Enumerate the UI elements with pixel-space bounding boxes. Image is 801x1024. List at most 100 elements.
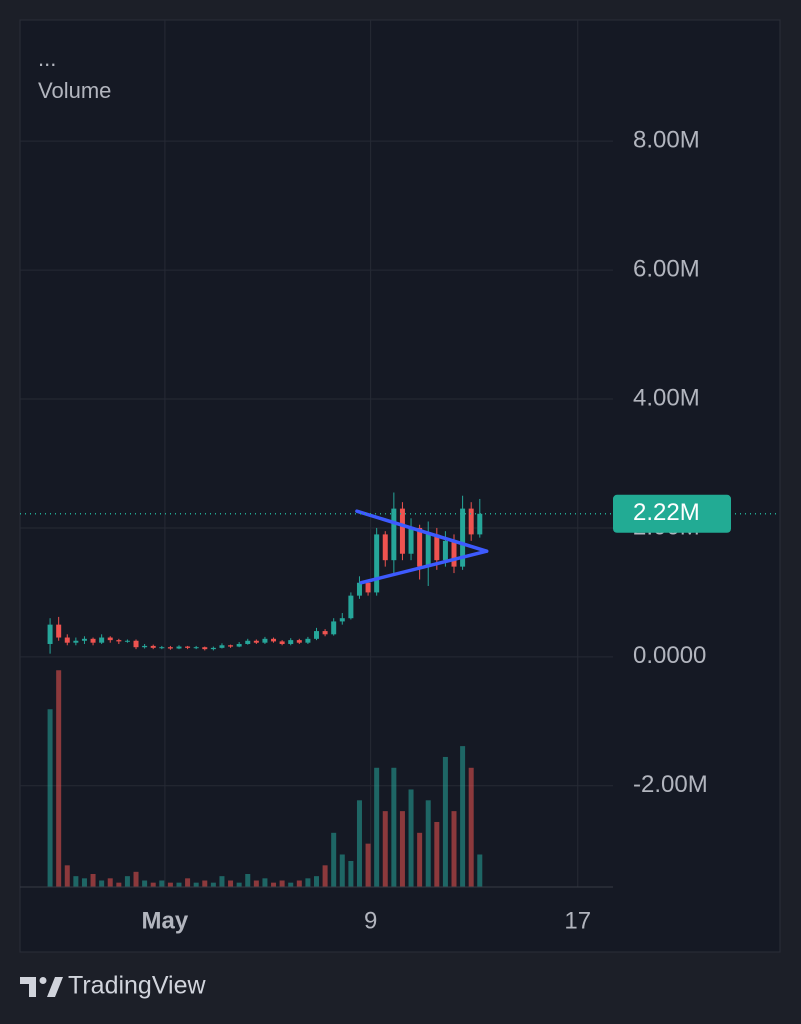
price-label: 2.22M <box>633 499 700 526</box>
volume-bar <box>236 882 242 887</box>
candle-body <box>296 640 302 643</box>
volume-bar <box>228 880 234 887</box>
y-tick-label: -2.00M <box>633 771 708 798</box>
candle-body <box>391 508 397 561</box>
volume-bar <box>90 873 96 887</box>
candle-body <box>477 513 483 535</box>
candle-body <box>451 540 457 567</box>
candle-body <box>90 638 96 643</box>
candle-body <box>417 527 423 567</box>
volume-bar <box>339 854 345 887</box>
volume-bar <box>193 882 199 887</box>
candle-body <box>374 534 380 593</box>
volume-bar <box>219 876 225 887</box>
chart-panel <box>19 19 781 953</box>
volume-bar <box>279 880 285 887</box>
candle-body <box>408 527 414 554</box>
candle-body <box>245 640 251 644</box>
candle-body <box>262 638 268 643</box>
candle-body <box>271 638 277 642</box>
volume-bar <box>417 832 423 887</box>
candle-body <box>219 645 225 648</box>
volume-bar <box>81 878 87 887</box>
volume-bar <box>442 756 448 887</box>
candle-body <box>150 645 156 648</box>
candle-body <box>167 647 173 649</box>
volume-bar <box>202 880 208 887</box>
volume-bar <box>116 882 122 887</box>
volume-bar <box>73 876 79 887</box>
volume-layer <box>47 670 483 887</box>
volume-bar <box>356 800 362 887</box>
candle-body <box>228 645 234 647</box>
volume-bar <box>365 843 371 887</box>
volume-bar <box>296 880 302 887</box>
candle-body <box>47 624 53 644</box>
brand-name: TradingView <box>68 972 207 1000</box>
volume-bar <box>451 811 457 887</box>
brand-logo <box>20 977 63 997</box>
volume-bar <box>210 882 216 887</box>
candle-body <box>288 640 294 644</box>
candle-body <box>382 534 388 561</box>
volume-bar <box>245 873 251 887</box>
candle-body <box>356 582 362 596</box>
x-tick-label: 17 <box>564 907 591 934</box>
volume-bar <box>99 880 105 887</box>
candle-body <box>81 638 87 641</box>
candle-body <box>133 640 139 648</box>
candle-body <box>365 582 371 593</box>
candle-body <box>305 638 311 643</box>
candle-body <box>142 645 148 648</box>
y-tick-label: 4.00M <box>633 384 700 411</box>
y-tick-label: 6.00M <box>633 255 700 282</box>
volume-bar <box>460 746 466 887</box>
candle-body <box>468 508 474 535</box>
volume-bar <box>434 821 440 887</box>
volume-bar <box>391 767 397 887</box>
volume-bar <box>314 876 319 887</box>
volume-bar <box>176 882 182 887</box>
candle-body <box>348 595 354 619</box>
candle-body <box>425 534 431 567</box>
volume-bar <box>253 880 259 887</box>
candle-body <box>339 618 345 622</box>
candle-body <box>116 640 122 642</box>
candle-body <box>253 640 259 643</box>
volume-bar <box>47 709 53 887</box>
volume-bar <box>322 865 328 887</box>
x-tick-label: 9 <box>364 907 377 934</box>
overlay-layer <box>20 509 780 585</box>
candle-body <box>279 641 285 644</box>
volume-bar <box>408 789 414 887</box>
candle-body <box>176 646 182 649</box>
volume-bar <box>348 860 354 887</box>
candle-body <box>399 508 405 554</box>
candle-body <box>107 637 113 641</box>
volume-bar <box>142 880 148 887</box>
volume-bar <box>64 865 70 887</box>
volume-bar <box>425 800 431 887</box>
volume-bar <box>305 878 311 887</box>
candle-body <box>124 640 130 642</box>
candle-body <box>56 624 62 638</box>
volume-bar <box>374 767 380 887</box>
x-tick-label: May <box>142 907 189 934</box>
volume-bar <box>150 882 156 887</box>
volume-bar <box>262 878 268 887</box>
candle-body <box>202 647 208 650</box>
candle-body <box>99 637 105 643</box>
candle-body <box>185 646 191 648</box>
candle-body <box>64 637 70 643</box>
volume-bar <box>288 882 294 887</box>
volume-bar <box>271 882 277 887</box>
legend-volume: Volume <box>38 78 111 103</box>
candle-body <box>314 631 319 639</box>
candle-body <box>73 640 79 643</box>
candle-body <box>434 534 440 561</box>
grid <box>20 20 613 887</box>
candle-body <box>460 508 466 567</box>
y-tick-label: 8.00M <box>633 127 700 154</box>
